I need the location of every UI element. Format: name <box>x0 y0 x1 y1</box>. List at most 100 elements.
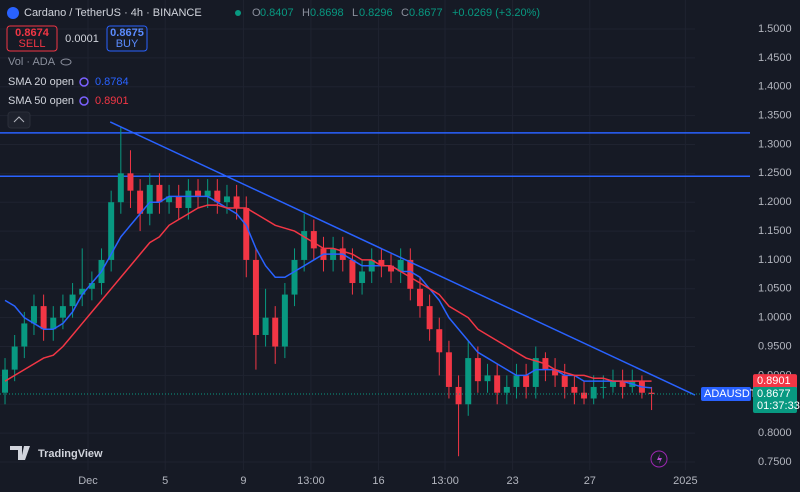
collapse-icon <box>13 116 25 123</box>
candle-body <box>223 196 230 203</box>
candle-body <box>455 386 462 405</box>
candle-body <box>426 306 433 330</box>
plot-area <box>0 0 750 470</box>
candle-body <box>552 369 559 376</box>
y-tick-label: 1.2000 <box>758 196 792 208</box>
candle-body <box>127 173 134 191</box>
legend-value: 0.8901 <box>95 95 129 107</box>
candle-body <box>310 231 317 249</box>
x-tick-label: 5 <box>162 475 168 487</box>
candle-body <box>445 352 452 387</box>
y-tick-label: 1.1000 <box>758 254 792 266</box>
candle-body <box>523 375 530 387</box>
y-tick-label: 0.8000 <box>758 427 792 439</box>
ohlc-value: 0.8296 <box>359 7 393 19</box>
candle-body <box>619 381 626 387</box>
candle-body <box>484 375 491 382</box>
sell-label: SELL <box>19 38 46 50</box>
ohlc-label: L <box>352 7 358 19</box>
y-tick-label: 1.4000 <box>758 81 792 93</box>
price-badge-label: 0.8677 <box>757 388 791 400</box>
logo-text: TradingView <box>38 448 103 460</box>
sma-line <box>4 195 652 389</box>
y-tick-label: 1.0500 <box>758 283 792 295</box>
candle-body <box>532 358 539 387</box>
candle-body <box>146 184 153 214</box>
x-tick-label: Dec <box>78 475 98 487</box>
candle-body <box>301 231 308 260</box>
candle-body <box>175 196 182 208</box>
candle-body <box>79 288 86 295</box>
candle-body <box>50 317 57 330</box>
y-tick-label: 1.1500 <box>758 225 792 237</box>
y-tick-label: 1.5000 <box>758 23 792 35</box>
candle-body <box>117 173 124 203</box>
ohlc-value: 0.8677 <box>409 7 443 19</box>
candle-body <box>2 369 9 393</box>
buy-button[interactable] <box>106 25 148 52</box>
candle-body <box>59 306 66 318</box>
event-bolt <box>657 454 662 464</box>
candle-body <box>291 259 298 295</box>
candle-body <box>349 259 356 284</box>
candle-body <box>272 317 279 347</box>
countdown: 01:37:33 <box>757 400 800 412</box>
price-badge <box>753 374 797 389</box>
x-tick-label: 16 <box>372 475 384 487</box>
market-status <box>235 10 241 16</box>
event-icon[interactable] <box>650 450 668 468</box>
ohlc-label: C <box>401 7 409 19</box>
x-tick-label: 13:00 <box>297 475 325 487</box>
y-tick-label: 1.3500 <box>758 110 792 122</box>
y-tick-label: 0.7500 <box>758 456 792 468</box>
legend-name: SMA 50 open <box>8 95 74 107</box>
candle-body <box>513 375 520 387</box>
legend-value: 0.8784 <box>95 76 129 88</box>
candle-body <box>30 306 37 324</box>
overlay: Cardano / TetherUS · 4h · BINANCE O 0.84… <box>6 7 800 487</box>
symbol-icon <box>7 7 19 19</box>
logo-icon <box>10 446 30 460</box>
legend-icon <box>79 96 89 106</box>
candle-body <box>571 386 578 393</box>
y-tick-label: 0.9500 <box>758 340 792 352</box>
candle-body <box>137 190 144 214</box>
buy-price: 0.8675 <box>110 27 144 39</box>
buy-label: BUY <box>116 38 139 50</box>
ohlc-label: H <box>302 7 310 19</box>
candle-body <box>494 375 501 393</box>
ohlc-value: 0.8698 <box>310 7 344 19</box>
candle-body <box>21 323 28 347</box>
y-tick-label: 1.4500 <box>758 52 792 64</box>
candle-body <box>581 392 588 399</box>
candle-body <box>262 317 269 335</box>
collapse-button[interactable] <box>7 111 31 129</box>
y-tick-label: 1.0000 <box>758 312 792 324</box>
candle-body <box>590 386 597 399</box>
candle-body <box>416 288 423 307</box>
candle-body <box>204 190 211 197</box>
candle-body <box>88 283 95 289</box>
candle-body <box>503 386 510 393</box>
symbol-title: Cardano / TetherUS · 4h · BINANCE <box>24 7 202 19</box>
candle-body <box>185 190 192 208</box>
candle-body <box>388 265 395 272</box>
candle-body <box>233 196 240 208</box>
candle-body <box>561 375 568 387</box>
candle-body <box>474 358 481 382</box>
visibility-icon[interactable] <box>60 58 72 66</box>
candle-body <box>609 381 616 387</box>
candle-body <box>108 202 115 260</box>
y-tick-label: 1.2500 <box>758 167 792 179</box>
y-tick-label: 1.3000 <box>758 138 792 150</box>
ohlc-label: O <box>252 7 261 19</box>
ohlc-value: 0.8407 <box>260 7 294 19</box>
legend-name: SMA 20 open <box>8 76 74 88</box>
candle-body <box>378 259 385 266</box>
sma-line <box>4 204 652 382</box>
candle-body <box>156 184 163 203</box>
sell-button[interactable] <box>6 25 58 52</box>
x-tick-label: 2025 <box>673 475 697 487</box>
